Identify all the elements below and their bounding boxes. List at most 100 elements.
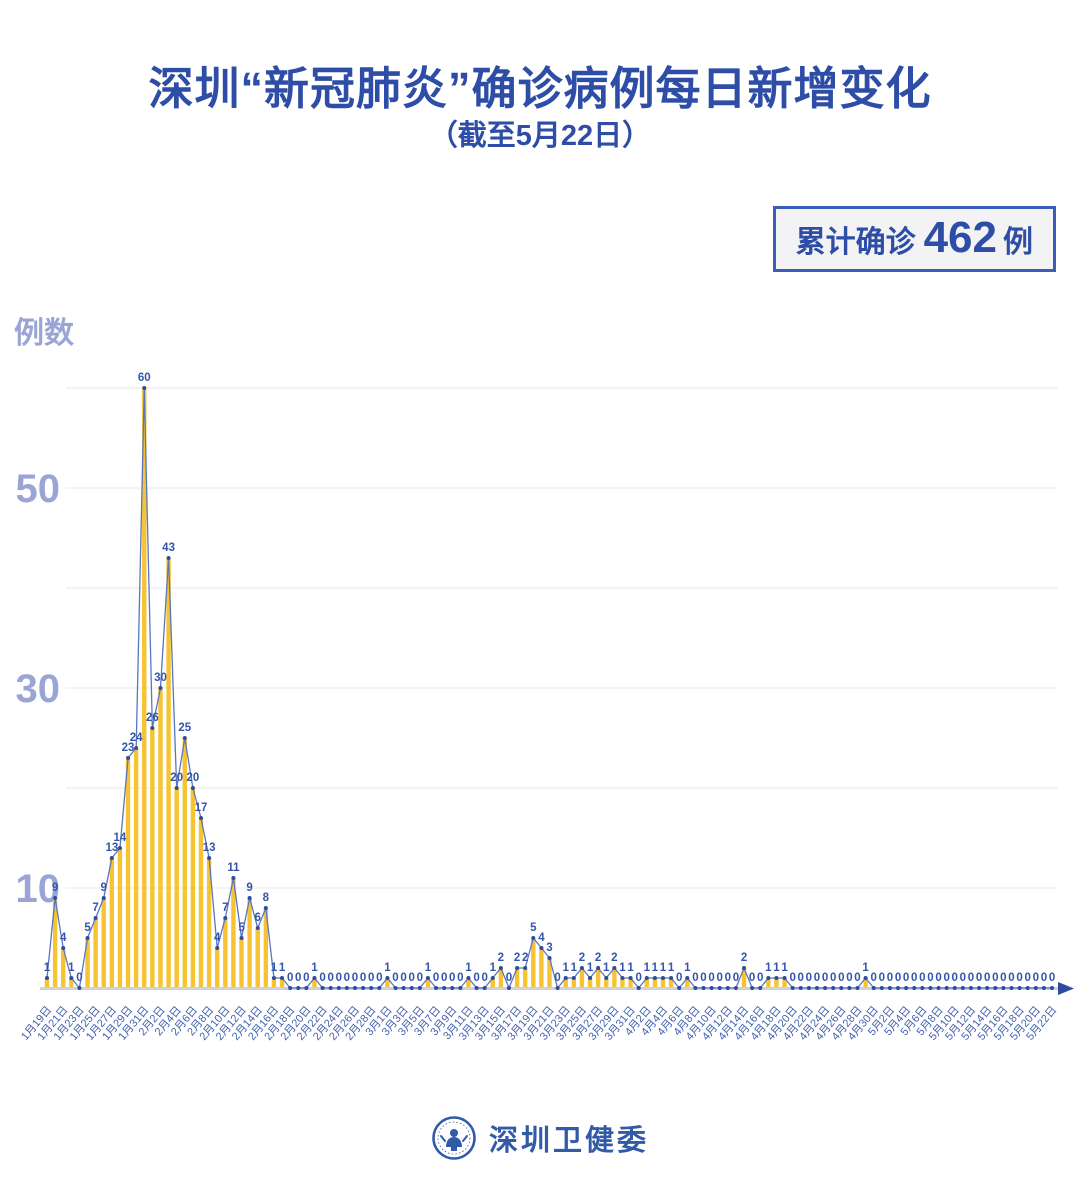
svg-text:0: 0 [700,972,706,984]
svg-text:2: 2 [522,952,528,964]
svg-text:20: 20 [170,772,183,784]
svg-text:0: 0 [960,972,966,984]
svg-text:6: 6 [255,912,261,924]
svg-text:26: 26 [146,712,159,724]
svg-text:30: 30 [16,667,61,711]
svg-text:0: 0 [968,972,974,984]
x-tick-labels: 1月19日1月21日1月23日1月25日1月27日1月29日1月31日2月2日2… [19,1004,1059,1043]
svg-text:14: 14 [114,832,127,844]
page-title: 深圳“新冠肺炎”确诊病例每日新增变化 [148,63,932,114]
svg-text:2: 2 [498,952,504,964]
svg-text:43: 43 [162,542,175,554]
svg-text:0: 0 [392,972,398,984]
svg-text:0: 0 [822,972,828,984]
footer-brand: 深圳卫健委 [0,1115,1080,1161]
svg-text:0: 0 [287,972,293,984]
svg-text:0: 0 [919,972,925,984]
svg-text:4: 4 [214,932,221,944]
svg-text:10: 10 [16,867,61,911]
shenzhen-health-commission-logo-icon [432,1116,476,1160]
svg-text:1: 1 [652,962,659,974]
bars [44,388,868,988]
svg-text:0: 0 [903,972,909,984]
svg-text:5: 5 [84,922,91,934]
svg-text:9: 9 [101,882,107,894]
dots [45,386,1055,990]
svg-text:0: 0 [927,972,933,984]
svg-text:1: 1 [44,962,51,974]
svg-text:0: 0 [473,972,479,984]
svg-text:0: 0 [376,972,382,984]
svg-text:0: 0 [895,972,901,984]
svg-text:13: 13 [105,842,118,854]
svg-text:0: 0 [303,972,309,984]
y-axis-title: 例数 [14,317,75,350]
svg-text:1: 1 [311,962,318,974]
axis-baseline [40,987,1062,990]
gridlines [66,387,1058,889]
svg-text:1: 1 [465,962,472,974]
badge-prefix: 累计确诊 [795,226,916,259]
svg-text:0: 0 [1016,972,1022,984]
svg-text:0: 0 [871,972,877,984]
svg-text:3: 3 [546,942,552,954]
svg-text:0: 0 [676,972,682,984]
svg-text:0: 0 [830,972,836,984]
svg-text:1: 1 [684,962,691,974]
svg-text:0: 0 [911,972,917,984]
badge-value: 462 [923,213,997,262]
svg-text:1: 1 [490,962,497,974]
svg-text:1: 1 [668,962,675,974]
svg-text:2: 2 [579,952,585,964]
svg-text:0: 0 [757,972,763,984]
svg-text:30: 30 [154,672,167,684]
svg-text:4: 4 [538,932,545,944]
svg-text:1: 1 [587,962,594,974]
svg-text:0: 0 [400,972,406,984]
svg-text:0: 0 [887,972,893,984]
svg-text:0: 0 [449,972,455,984]
svg-text:17: 17 [195,802,208,814]
svg-text:0: 0 [352,972,358,984]
svg-text:60: 60 [138,372,151,384]
page-subtitle: （截至5月22日） [428,120,652,152]
svg-text:2: 2 [741,952,747,964]
svg-text:0: 0 [749,972,755,984]
svg-text:0: 0 [943,972,949,984]
svg-text:0: 0 [360,972,366,984]
svg-text:1: 1 [644,962,651,974]
svg-text:0: 0 [725,972,731,984]
svg-text:0: 0 [838,972,844,984]
svg-text:5: 5 [238,922,245,934]
svg-text:1: 1 [425,962,432,974]
svg-text:0: 0 [1000,972,1006,984]
svg-text:0: 0 [554,972,560,984]
svg-text:1: 1 [660,962,667,974]
svg-text:8: 8 [263,892,270,904]
svg-text:0: 0 [76,972,82,984]
footer-text: 深圳卫健委 [488,1125,649,1157]
svg-text:9: 9 [246,882,252,894]
svg-text:0: 0 [854,972,860,984]
svg-text:0: 0 [692,972,698,984]
svg-text:0: 0 [814,972,820,984]
y-tick-labels: 50 30 10 [16,467,61,911]
svg-text:1: 1 [279,962,286,974]
svg-text:9: 9 [52,882,58,894]
svg-text:2: 2 [595,952,601,964]
svg-text:0: 0 [441,972,447,984]
svg-text:0: 0 [1049,972,1055,984]
svg-text:0: 0 [1041,972,1047,984]
svg-text:0: 0 [481,972,487,984]
svg-text:5: 5 [530,922,537,934]
svg-text:0: 0 [708,972,714,984]
svg-text:0: 0 [1008,972,1014,984]
svg-text:0: 0 [506,972,512,984]
svg-text:0: 0 [846,972,852,984]
svg-text:1: 1 [603,962,610,974]
svg-text:1: 1 [68,962,75,974]
svg-text:0: 0 [733,972,739,984]
svg-text:1: 1 [271,962,278,974]
svg-text:0: 0 [1025,972,1031,984]
